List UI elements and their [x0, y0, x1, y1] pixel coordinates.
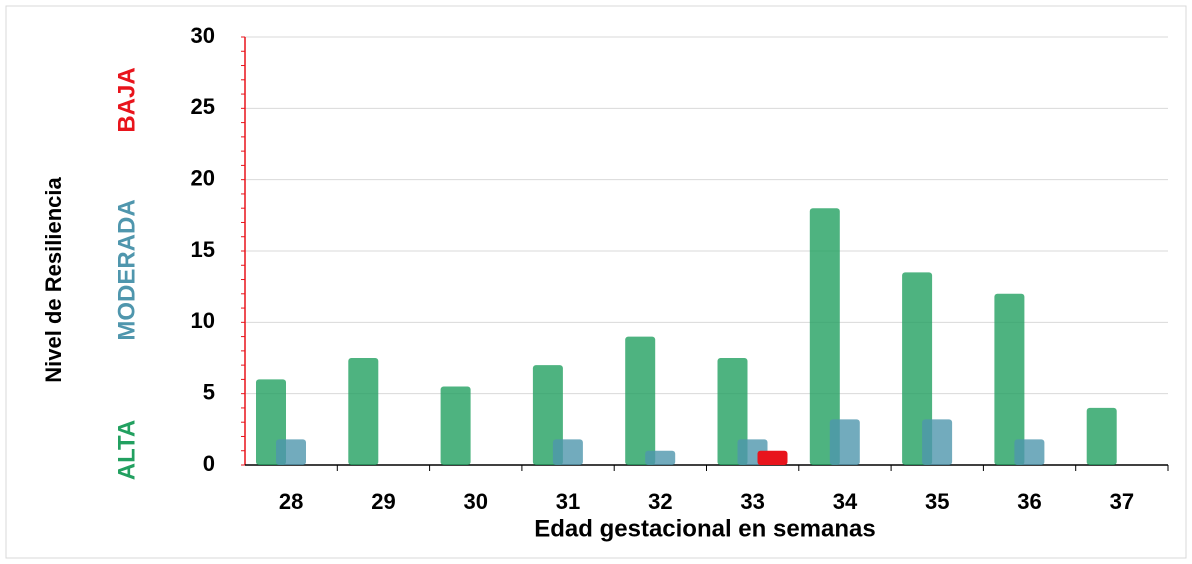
bar	[625, 336, 656, 465]
bar	[1014, 439, 1045, 465]
bar	[645, 450, 676, 465]
y-tick-label: 0	[203, 451, 215, 476]
y-tick-label: 25	[191, 94, 215, 119]
x-tick-label: 35	[925, 489, 949, 514]
x-tick-label: 31	[556, 489, 580, 514]
bar	[276, 439, 306, 465]
bar	[440, 386, 471, 465]
y-tick-label: 10	[191, 308, 215, 333]
bar	[994, 293, 1025, 465]
y-tick-label: 20	[191, 165, 215, 190]
bar	[552, 439, 583, 465]
bar	[902, 272, 933, 465]
bar	[1086, 407, 1117, 465]
legend-label: ALTA	[113, 420, 140, 480]
y-tick-label: 5	[203, 379, 215, 404]
x-axis-title: Edad gestacional en semanas	[534, 515, 875, 542]
chart-border	[5, 5, 1187, 559]
x-tick-label: 37	[1110, 489, 1134, 514]
x-tick-label: 28	[279, 489, 303, 514]
bar	[922, 419, 953, 465]
y-tick-label: 15	[191, 237, 215, 262]
legend-label: BAJA	[113, 67, 140, 132]
bar	[717, 358, 748, 465]
y-tick-label: 30	[191, 23, 215, 48]
x-tick-label: 33	[740, 489, 764, 514]
legend-label: MODERADA	[113, 199, 140, 340]
bar	[757, 450, 788, 465]
bar	[809, 208, 840, 465]
x-tick-label: 34	[833, 489, 858, 514]
x-tick-label: 36	[1017, 489, 1041, 514]
y-axis-title: Nivel de Resiliencia	[41, 177, 66, 383]
bar	[348, 358, 379, 465]
x-tick-label: 32	[648, 489, 672, 514]
x-tick-label: 29	[371, 489, 395, 514]
bar	[829, 419, 860, 465]
x-tick-label: 30	[464, 489, 488, 514]
